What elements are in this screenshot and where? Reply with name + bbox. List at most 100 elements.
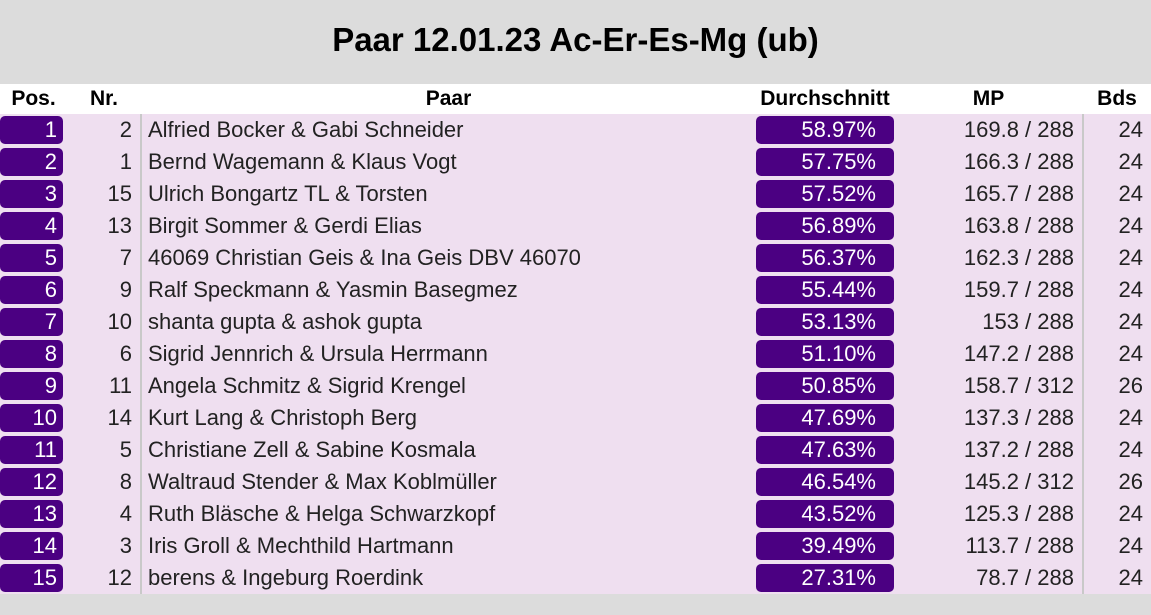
column-header-avg[interactable]: Durchschnitt xyxy=(760,87,890,110)
page-title: Paar 12.01.23 Ac-Er-Es-Mg (ub) xyxy=(332,21,819,58)
avg-cell: 57.75% xyxy=(756,146,894,178)
pair-names[interactable]: Ulrich Bongartz TL & Torsten xyxy=(148,181,428,206)
table-row[interactable]: 6 9 Ralf Speckmann & Yasmin Basegmez 55.44%… xyxy=(0,274,1151,306)
pos-cell: 9 xyxy=(0,370,67,402)
column-header-pos[interactable]: Pos. xyxy=(11,87,56,110)
pos-cell: 7 xyxy=(0,306,67,338)
position-badge: 6 xyxy=(0,276,63,304)
position-badge: 5 xyxy=(0,244,63,272)
avg-cell: 53.13% xyxy=(756,306,894,338)
average-badge: 46.54% xyxy=(756,468,894,496)
matchpoints: 153 / 288 xyxy=(894,306,1084,338)
average-badge: 27.31% xyxy=(756,564,894,592)
avg-cell: 56.37% xyxy=(756,242,894,274)
position-badge: 8 xyxy=(0,340,63,368)
avg-cell: 57.52% xyxy=(756,178,894,210)
table-row[interactable]: 9 11 Angela Schmitz & Sigrid Krengel 50.85%… xyxy=(0,370,1151,402)
pair-names[interactable]: Christiane Zell & Sabine Kosmala xyxy=(148,437,476,462)
matchpoints: 162.3 / 288 xyxy=(894,242,1084,274)
pair-number: 15 xyxy=(67,178,142,210)
pair-number: 9 xyxy=(67,274,142,306)
table-row[interactable]: 13 4 Ruth Bläsche & Helga Schwarzkopf 43.52… xyxy=(0,498,1151,530)
matchpoints: 169.8 / 288 xyxy=(894,114,1084,146)
results-table: Pos. Nr. Paar Durchschnitt MP Bds 1 2 Alfr… xyxy=(0,84,1151,594)
position-badge: 14 xyxy=(0,532,63,560)
avg-cell: 39.49% xyxy=(756,530,894,562)
pos-cell: 2 xyxy=(0,146,67,178)
boards-count: 24 xyxy=(1118,181,1143,206)
matchpoints: 163.8 / 288 xyxy=(894,210,1084,242)
boards-count: 26 xyxy=(1118,469,1143,494)
table-row[interactable]: 2 1 Bernd Wagemann & Klaus Vogt 57.75% 166.3… xyxy=(0,146,1151,178)
column-header-mp[interactable]: MP xyxy=(972,87,1005,110)
position-badge: 4 xyxy=(0,212,63,240)
avg-cell: 46.54% xyxy=(756,466,894,498)
boards-count: 24 xyxy=(1118,149,1143,174)
pair-names[interactable]: Kurt Lang & Christoph Berg xyxy=(148,405,418,430)
pair-number: 3 xyxy=(67,530,142,562)
boards-count: 24 xyxy=(1118,405,1143,430)
pair-names[interactable]: berens & Ingeburg Roerdink xyxy=(148,565,424,590)
pair-names[interactable]: Iris Groll & Mechthild Hartmann xyxy=(148,533,454,558)
table-row[interactable]: 11 5 Christiane Zell & Sabine Kosmala 47.63… xyxy=(0,434,1151,466)
matchpoints: 166.3 / 288 xyxy=(894,146,1084,178)
pair-number: 2 xyxy=(67,114,142,146)
boards-count: 24 xyxy=(1118,117,1143,142)
position-badge: 1 xyxy=(0,116,63,144)
pair-number: 12 xyxy=(67,562,142,594)
position-badge: 11 xyxy=(0,436,63,464)
boards-count: 24 xyxy=(1118,501,1143,526)
column-header-paar[interactable]: Paar xyxy=(425,87,472,110)
pos-cell: 8 xyxy=(0,338,67,370)
matchpoints: 165.7 / 288 xyxy=(894,178,1084,210)
column-header-nr[interactable]: Nr. xyxy=(89,87,118,110)
position-badge: 3 xyxy=(0,180,63,208)
pair-names[interactable]: Waltraud Stender & Max Koblmüller xyxy=(148,469,497,494)
avg-cell: 47.63% xyxy=(756,434,894,466)
avg-cell: 43.52% xyxy=(756,498,894,530)
boards-count: 24 xyxy=(1118,277,1143,302)
average-badge: 47.63% xyxy=(756,436,894,464)
table-row[interactable]: 4 13 Birgit Sommer & Gerdi Elias 56.89% 163.… xyxy=(0,210,1151,242)
pair-names[interactable]: 46069 Christian Geis & Ina Geis DBV 4607… xyxy=(148,245,581,270)
pair-names[interactable]: Ruth Bläsche & Helga Schwarzkopf xyxy=(148,501,496,526)
table-row[interactable]: 3 15 Ulrich Bongartz TL & Torsten 57.52% 165… xyxy=(0,178,1151,210)
table-row[interactable]: 15 12 berens & Ingeburg Roerdink 27.31% 78.7… xyxy=(0,562,1151,594)
boards-count: 24 xyxy=(1118,213,1143,238)
pair-names[interactable]: Ralf Speckmann & Yasmin Basegmez xyxy=(148,277,518,302)
pos-cell: 6 xyxy=(0,274,67,306)
average-badge: 56.89% xyxy=(756,212,894,240)
average-badge: 58.97% xyxy=(756,116,894,144)
average-badge: 43.52% xyxy=(756,500,894,528)
pair-number: 4 xyxy=(67,498,142,530)
table-row[interactable]: 14 3 Iris Groll & Mechthild Hartmann 39.49%… xyxy=(0,530,1151,562)
table-row[interactable]: 1 2 Alfried Bocker & Gabi Schneider 58.97% 1… xyxy=(0,114,1151,146)
table-row[interactable]: 8 6 Sigrid Jennrich & Ursula Herrmann 51.10… xyxy=(0,338,1151,370)
boards-count: 24 xyxy=(1118,245,1143,270)
pair-names[interactable]: Angela Schmitz & Sigrid Krengel xyxy=(148,373,466,398)
table-row[interactable]: 10 14 Kurt Lang & Christoph Berg 47.69% 137.… xyxy=(0,402,1151,434)
pos-cell: 10 xyxy=(0,402,67,434)
pair-names[interactable]: Bernd Wagemann & Klaus Vogt xyxy=(148,149,457,174)
boards-count: 24 xyxy=(1118,341,1143,366)
avg-cell: 58.97% xyxy=(756,114,894,146)
matchpoints: 125.3 / 288 xyxy=(894,498,1084,530)
average-badge: 51.10% xyxy=(756,340,894,368)
matchpoints: 159.7 / 288 xyxy=(894,274,1084,306)
table-body: 1 2 Alfried Bocker & Gabi Schneider 58.97% 1… xyxy=(0,114,1151,594)
pair-names[interactable]: Alfried Bocker & Gabi Schneider xyxy=(148,117,464,142)
matchpoints: 147.2 / 288 xyxy=(894,338,1084,370)
table-row[interactable]: 7 10 shanta gupta & ashok gupta 53.13% 153 /… xyxy=(0,306,1151,338)
table-row[interactable]: 12 8 Waltraud Stender & Max Koblmüller 46.5… xyxy=(0,466,1151,498)
pair-number: 10 xyxy=(67,306,142,338)
pos-cell: 5 xyxy=(0,242,67,274)
average-badge: 47.69% xyxy=(756,404,894,432)
table-row[interactable]: 5 7 46069 Christian Geis & Ina Geis DBV 46… xyxy=(0,242,1151,274)
avg-cell: 27.31% xyxy=(756,562,894,594)
pair-names[interactable]: Birgit Sommer & Gerdi Elias xyxy=(148,213,422,238)
pair-names[interactable]: shanta gupta & ashok gupta xyxy=(148,309,422,334)
column-header-bds[interactable]: Bds xyxy=(1097,87,1137,110)
position-badge: 7 xyxy=(0,308,63,336)
pair-names[interactable]: Sigrid Jennrich & Ursula Herrmann xyxy=(148,341,488,366)
position-badge: 9 xyxy=(0,372,63,400)
